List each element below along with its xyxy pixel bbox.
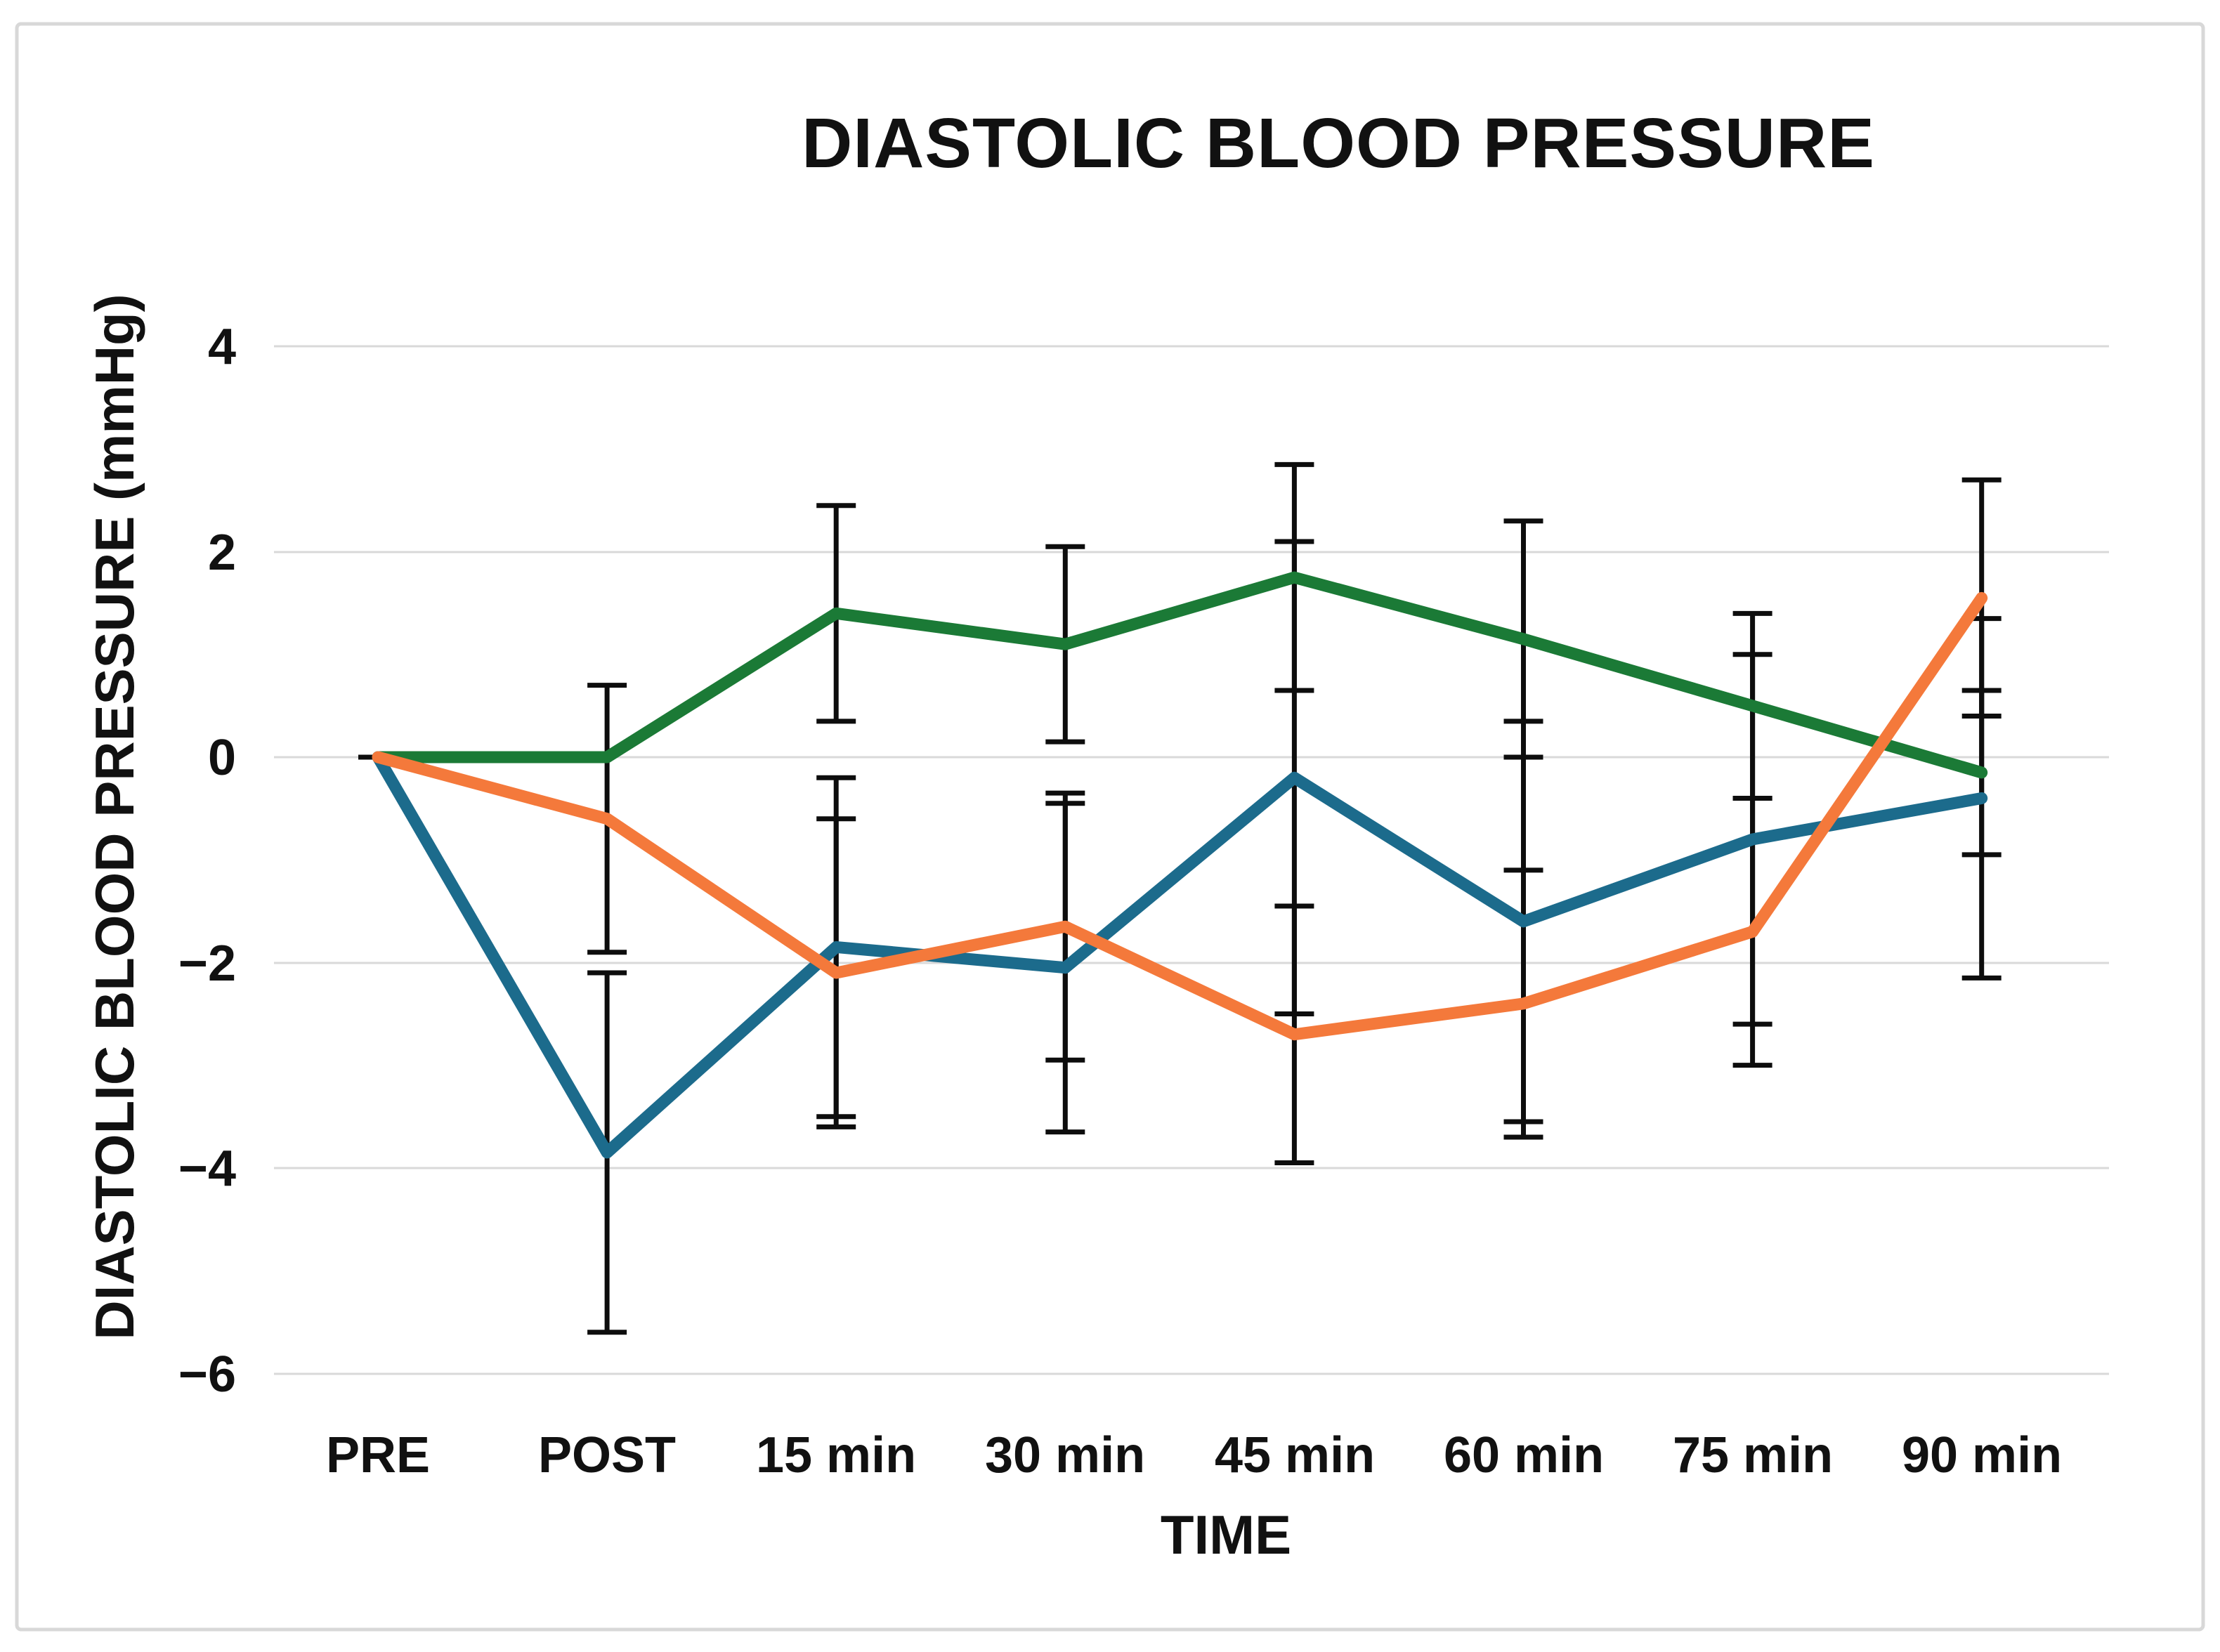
- x-axis-tick-labels: PRE POST 15 min 30 min 45 min 60 min 75 …: [326, 1427, 2062, 1483]
- series-line-green: [372, 571, 1988, 779]
- y-tick-0: 0: [208, 730, 236, 786]
- y-tick-neg4: −4: [178, 1141, 236, 1197]
- x-tick-post: POST: [538, 1427, 676, 1483]
- x-tick-45min: 45 min: [1215, 1427, 1375, 1483]
- y-tick-neg2: −2: [178, 936, 236, 992]
- x-tick-pre: PRE: [326, 1427, 430, 1483]
- y-tick-neg6: −6: [178, 1346, 236, 1403]
- series-lines-layer: [372, 571, 1988, 1159]
- y-axis-title: DIASTOLIC BLOOD PRESSURE (mmHg): [84, 294, 145, 1339]
- y-axis-tick-labels: 4 2 0 −2 −4 −6: [178, 319, 236, 1403]
- series-line-orange: [372, 591, 1988, 1041]
- x-tick-90min: 90 min: [1902, 1427, 2062, 1483]
- x-tick-15min: 15 min: [756, 1427, 916, 1483]
- error-bars-layer: [358, 461, 2002, 1335]
- series-line-blue: [372, 751, 1988, 1159]
- x-axis-title: TIME: [1161, 1504, 1291, 1566]
- y-tick-4: 4: [208, 319, 236, 375]
- y-tick-2: 2: [208, 525, 236, 581]
- chart-frame-border: [15, 22, 2205, 1632]
- chart-title: DIASTOLIC BLOOD PRESSURE: [802, 104, 1875, 183]
- x-tick-30min: 30 min: [985, 1427, 1145, 1483]
- x-tick-75min: 75 min: [1673, 1427, 1833, 1483]
- x-tick-60min: 60 min: [1444, 1427, 1604, 1483]
